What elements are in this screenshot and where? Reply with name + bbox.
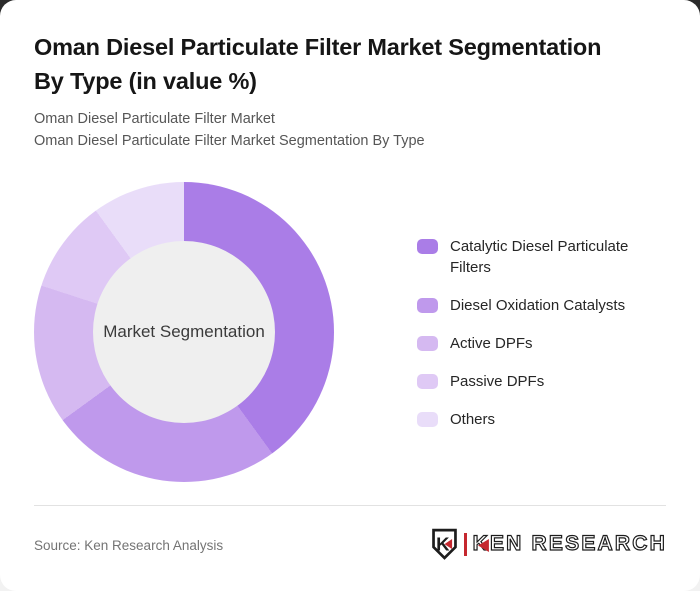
page-title-line-2: By Type (in value %) xyxy=(34,68,257,94)
shield-letter: K xyxy=(436,533,450,554)
legend-swatch xyxy=(417,239,438,254)
page-title: Oman Diesel Particulate Filter Market Se… xyxy=(34,30,674,98)
subtitle-line-2: Oman Diesel Particulate Filter Market Se… xyxy=(34,132,425,149)
legend-item: Diesel Oxidation Catalysts xyxy=(417,295,655,316)
footer-divider xyxy=(34,505,666,506)
legend-item: Active DPFs xyxy=(417,333,655,354)
donut-hole: Market Segmentation xyxy=(93,241,275,423)
page-title-line-1: Oman Diesel Particulate Filter Market Se… xyxy=(34,34,602,60)
ken-research-shield-icon: K xyxy=(431,528,457,560)
logo-wordmark: K EN RESEARCH xyxy=(472,531,667,556)
legend-label: Active DPFs xyxy=(450,335,533,352)
legend-label: Others xyxy=(450,411,496,428)
legend-swatch xyxy=(417,412,438,427)
logo-wordmark-rest: EN RESEARCH xyxy=(489,531,667,555)
legend-item: Passive DPFs xyxy=(417,371,655,392)
legend-label: Catalytic Diesel Particulate Filters xyxy=(450,238,629,276)
legend-item: Catalytic Diesel Particulate Filters xyxy=(417,236,655,278)
legend-label: Passive DPFs xyxy=(450,373,545,390)
ken-research-logo: K K EN RESEARCH xyxy=(431,528,667,560)
chart-legend: Catalytic Diesel Particulate Filters Die… xyxy=(417,236,655,430)
source-text: Source: Ken Research Analysis xyxy=(34,538,224,553)
logo-k-red-triangle-icon xyxy=(478,538,489,552)
logo-divider-bar xyxy=(463,532,467,556)
page-subtitle: Oman Diesel Particulate Filter Market Om… xyxy=(34,109,425,152)
donut-chart: Market Segmentation xyxy=(34,182,334,482)
donut-center-label: Market Segmentation xyxy=(103,322,265,341)
subtitle-line-1: Oman Diesel Particulate Filter Market xyxy=(34,111,275,127)
legend-item: Others xyxy=(417,409,655,430)
legend-swatch xyxy=(417,298,438,313)
legend-swatch xyxy=(417,374,438,389)
legend-label: Diesel Oxidation Catalysts xyxy=(450,297,626,314)
shield-red-triangle-icon xyxy=(444,538,452,549)
legend-swatch xyxy=(417,336,438,351)
logo-wordmark-k: K xyxy=(472,531,490,556)
